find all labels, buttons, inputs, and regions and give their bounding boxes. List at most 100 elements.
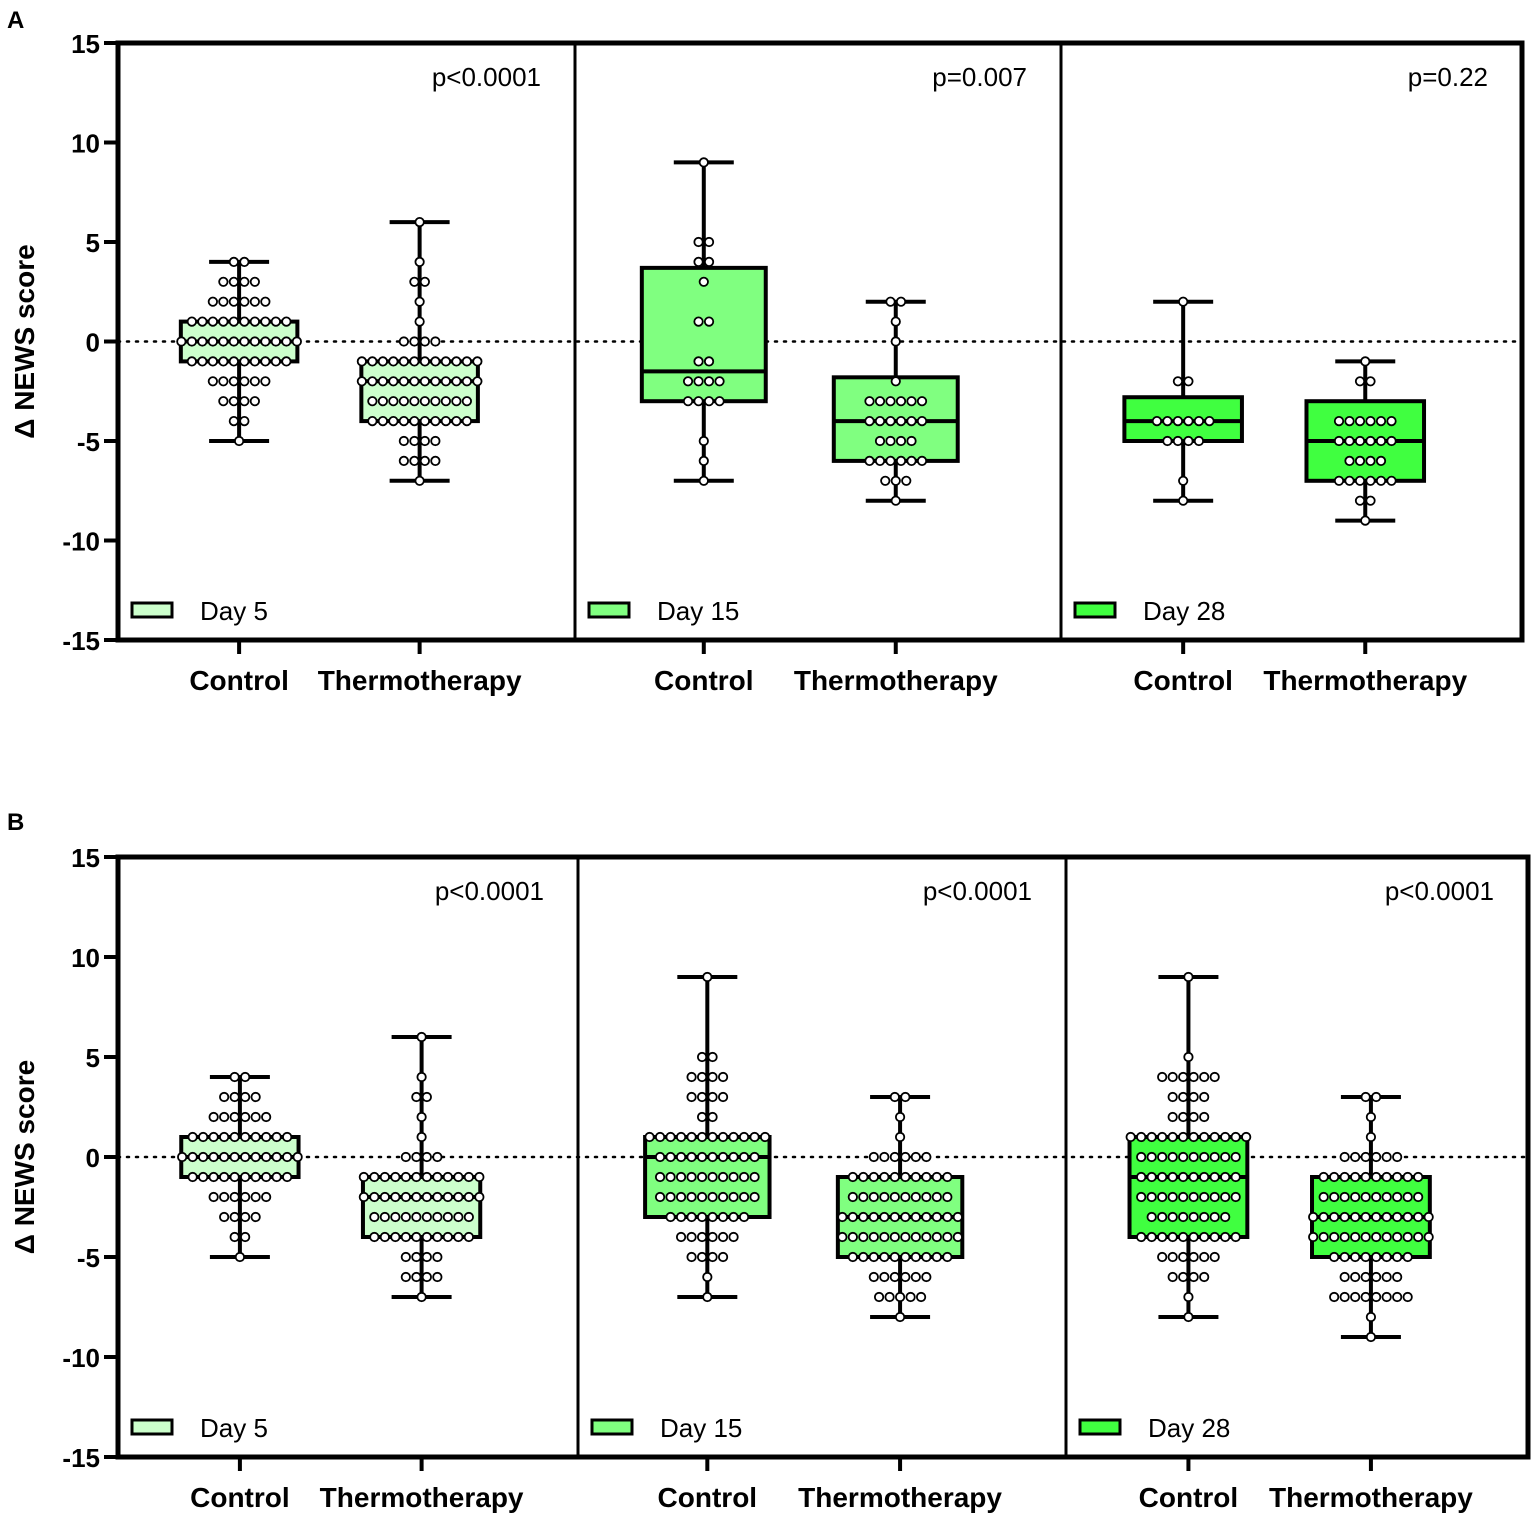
data-point	[921, 1151, 932, 1163]
data-point	[400, 1151, 411, 1163]
box-control: Control	[1125, 971, 1252, 1513]
data-point	[1199, 1171, 1210, 1183]
data-point	[738, 1191, 750, 1203]
data-point	[260, 376, 271, 387]
data-point	[1360, 1211, 1371, 1223]
data-point	[240, 1111, 251, 1123]
data-point	[1381, 1251, 1392, 1263]
data-point	[906, 415, 917, 427]
box-thermotherapy: Thermotherapy	[320, 1031, 524, 1513]
data-point	[1220, 1231, 1231, 1243]
data-point	[1360, 1231, 1371, 1243]
data-point	[1188, 1231, 1199, 1243]
data-point	[1167, 1151, 1178, 1163]
data-point	[1167, 1251, 1178, 1263]
data-point	[1329, 1231, 1340, 1243]
data-point	[665, 1171, 676, 1183]
data-point	[900, 1231, 911, 1243]
data-point	[1188, 1131, 1199, 1143]
data-point	[921, 1191, 932, 1203]
data-point	[390, 1231, 401, 1243]
y-axis-label: Δ NEWS score	[9, 1060, 40, 1254]
data-point	[901, 475, 912, 486]
box-iqr	[359, 359, 480, 424]
data-point	[1157, 1231, 1168, 1243]
data-point	[240, 1151, 251, 1163]
data-point	[400, 1211, 411, 1223]
data-point	[717, 1251, 729, 1263]
data-point	[1220, 1171, 1231, 1183]
p-value-label: p=0.007	[932, 62, 1027, 92]
data-point	[728, 1211, 739, 1223]
data-point	[1199, 1151, 1210, 1163]
legend-label: Day 28	[1143, 596, 1225, 626]
data-point	[463, 1171, 474, 1183]
data-point	[1199, 1111, 1210, 1123]
data-point	[906, 435, 917, 447]
p-value-label: p<0.0001	[1385, 876, 1494, 906]
data-point	[1360, 515, 1371, 526]
data-point	[895, 396, 907, 407]
data-point	[430, 376, 441, 387]
data-point	[218, 356, 229, 367]
data-point	[1167, 1111, 1178, 1123]
panel-a: A Δ NEWS score 15 10 5 0 -5 -10 -15 p<0.0001 Day 5…	[7, 7, 1525, 696]
data-point	[1344, 475, 1355, 486]
data-point	[432, 1191, 443, 1203]
data-point	[1392, 1211, 1403, 1223]
data-point	[260, 296, 271, 307]
data-point	[250, 1191, 261, 1203]
data-point	[1386, 475, 1397, 486]
data-point	[665, 1191, 676, 1203]
data-point	[1354, 415, 1366, 427]
data-point	[885, 455, 896, 466]
data-point	[218, 296, 229, 307]
legend-swatch	[130, 1418, 174, 1436]
data-point	[696, 1111, 708, 1123]
data-point	[187, 1131, 198, 1143]
data-point	[207, 296, 218, 307]
panel-letter: B	[7, 809, 24, 836]
data-point	[868, 1211, 879, 1223]
data-point	[703, 356, 715, 367]
subpanel-day-15: p<0.0001 Day 15 Control Thermotherapy	[590, 876, 1032, 1513]
data-point	[1371, 1251, 1382, 1263]
data-point	[698, 475, 709, 486]
data-point	[187, 1171, 198, 1183]
data-point	[411, 1191, 422, 1203]
data-point	[693, 316, 704, 327]
data-point	[1329, 1291, 1340, 1303]
data-point	[1209, 1251, 1220, 1263]
data-point	[1151, 415, 1163, 427]
data-point	[728, 1131, 739, 1143]
data-point	[1157, 1071, 1168, 1083]
data-point	[874, 415, 886, 427]
data-point	[889, 1251, 900, 1263]
data-point	[837, 1231, 848, 1243]
data-point	[1220, 1131, 1231, 1143]
data-point	[1360, 1191, 1371, 1203]
data-point	[1350, 1171, 1361, 1183]
data-point	[858, 1251, 869, 1263]
data-point	[451, 376, 462, 387]
data-point	[1344, 455, 1355, 466]
data-point	[1188, 1211, 1199, 1223]
data-point	[186, 356, 197, 367]
data-point	[1392, 1171, 1403, 1183]
data-point	[442, 1211, 453, 1223]
data-point	[717, 1171, 729, 1183]
data-point	[411, 1091, 422, 1103]
data-point	[717, 1091, 729, 1103]
data-point	[1157, 1151, 1168, 1163]
data-point	[1167, 1091, 1178, 1103]
data-point	[900, 1171, 911, 1183]
data-point	[472, 356, 483, 367]
data-point	[400, 1251, 411, 1263]
data-point	[696, 1231, 708, 1243]
data-point	[442, 1191, 453, 1203]
data-point	[250, 1111, 261, 1123]
legend-label: Day 5	[200, 1413, 268, 1443]
x-tick-label: Thermotherapy	[794, 665, 998, 696]
data-point	[1392, 1191, 1403, 1203]
